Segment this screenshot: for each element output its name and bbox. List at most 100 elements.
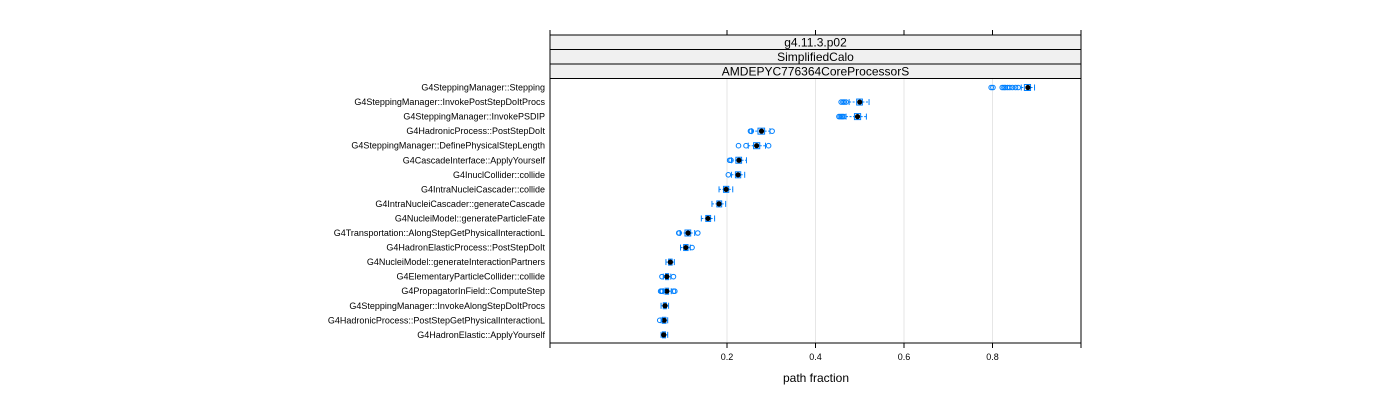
category-label: G4PropagatorInField::ComputeStep xyxy=(401,286,545,296)
x-axis-ticks: 0.2 0.4 0.6 0.8 xyxy=(549,30,1082,362)
outlier-point xyxy=(769,128,775,134)
box-row xyxy=(747,127,775,135)
outlier-point xyxy=(676,230,683,236)
median-dot xyxy=(705,215,711,222)
strip-label: SimplifiedCalo xyxy=(777,50,854,64)
iqr-box xyxy=(735,156,743,164)
outlier-point xyxy=(765,142,772,149)
median-dot xyxy=(667,259,673,265)
category-labels: G4SteppingManager::SteppingG4SteppingMan… xyxy=(328,83,546,340)
box-row xyxy=(675,229,701,237)
median-dot xyxy=(661,317,667,323)
box-row xyxy=(680,244,695,252)
category-label: G4SteppingManager::InvokePSDIP xyxy=(403,112,545,122)
median-dot xyxy=(758,128,765,134)
outlier-point xyxy=(725,172,732,178)
strip-label: AMDEPYC776364CoreProcessorS xyxy=(722,65,909,79)
category-label: G4HadronElastic::ApplyYourself xyxy=(417,330,545,340)
category-label: G4SteppingManager::Stepping xyxy=(421,83,545,93)
box-row xyxy=(659,273,677,281)
outlier-point xyxy=(728,157,734,164)
median-dot xyxy=(736,157,742,163)
category-label: G4ElementaryParticleCollider::collide xyxy=(396,272,545,282)
iqr-box xyxy=(722,185,730,193)
median-dot xyxy=(854,114,861,120)
iqr-box xyxy=(757,127,766,135)
median-dot xyxy=(754,143,760,149)
category-label: G4CascadeInterface::ApplyYourself xyxy=(403,155,546,165)
iqr-box xyxy=(734,171,742,179)
box-row xyxy=(700,214,716,222)
outlier-point xyxy=(1012,84,1019,91)
strip-headers: g4.11.3.p02SimplifiedCaloAMDEPYC776364Co… xyxy=(549,34,1082,79)
outlier-point xyxy=(694,230,701,236)
x-tick-label: 0.6 xyxy=(898,352,911,362)
strip-header xyxy=(549,63,1082,79)
outlier-point xyxy=(988,84,994,91)
outlier-point xyxy=(671,288,678,295)
outlier-point xyxy=(1015,84,1021,91)
x-tick-label: 0.8 xyxy=(986,352,999,362)
box-row xyxy=(725,171,746,179)
median-dot xyxy=(735,172,741,178)
category-label: G4NucleiModel::generateParticleFate xyxy=(395,213,545,223)
median-dot xyxy=(857,99,863,105)
x-tick-label: 0.2 xyxy=(721,352,734,362)
category-label: G4NucleiModel::generateInteractionPartne… xyxy=(367,257,546,267)
box-row xyxy=(660,302,670,310)
median-dot xyxy=(716,201,722,207)
category-label: G4SteppingManager::DefinePhysicalStepLen… xyxy=(351,141,545,151)
outlier-point xyxy=(670,273,677,280)
median-dot xyxy=(661,332,667,338)
outlier-point xyxy=(999,84,1006,91)
category-label: G4InuclCollider::collide xyxy=(453,170,545,180)
outlier-point xyxy=(659,273,665,280)
box-row xyxy=(726,156,747,164)
outlier-point xyxy=(1006,84,1013,91)
outlier-point xyxy=(1009,84,1016,91)
median-dot xyxy=(664,274,670,280)
outlier-point xyxy=(841,99,848,105)
iqr-box xyxy=(753,142,761,150)
median-dot xyxy=(662,303,668,309)
iqr-box xyxy=(1023,84,1032,91)
box-row xyxy=(735,142,772,150)
iqr-box xyxy=(856,98,863,106)
outlier-point xyxy=(748,128,755,134)
outlier-point xyxy=(735,142,742,149)
iqr-box xyxy=(684,229,692,237)
outlier-point xyxy=(990,84,996,91)
outlier-point xyxy=(659,288,666,295)
box-row xyxy=(836,113,867,121)
outlier-point xyxy=(689,244,695,251)
box-row xyxy=(657,287,678,295)
box-row xyxy=(660,331,669,339)
category-label: G4HadronicProcess::PostStepDoIt xyxy=(406,126,545,136)
category-label: G4IntraNucleiCascader::collide xyxy=(421,184,545,194)
iqr-box xyxy=(853,113,862,121)
box-row xyxy=(988,84,1036,91)
box-row xyxy=(838,98,870,106)
median-dot xyxy=(1025,84,1031,91)
grid-lines xyxy=(726,78,993,343)
outlier-point xyxy=(743,142,749,149)
outlier-point xyxy=(843,99,849,105)
outlier-point xyxy=(841,113,847,120)
x-tick-label: 0.4 xyxy=(809,352,822,362)
box-row xyxy=(656,316,669,324)
median-dot xyxy=(685,230,691,236)
category-label: G4HadronicProcess::PostStepGetPhysicalIn… xyxy=(328,315,545,325)
box-row xyxy=(718,185,734,193)
median-dot xyxy=(723,186,729,192)
strip-label: g4.11.3.p02 xyxy=(784,36,847,50)
median-dot xyxy=(664,288,670,294)
x-axis-title: path fraction xyxy=(783,371,849,385)
category-label: G4SteppingManager::InvokeAlongStepDoItPr… xyxy=(349,301,545,311)
category-label: G4SteppingManager::InvokePostStepDoItPro… xyxy=(354,97,545,107)
box-row xyxy=(665,258,675,266)
outlier-point xyxy=(656,317,663,324)
median-dot xyxy=(683,244,689,251)
category-label: G4HadronElasticProcess::PostStepDoIt xyxy=(386,243,545,253)
category-label: G4IntraNucleiCascader::generateCascade xyxy=(375,199,545,209)
